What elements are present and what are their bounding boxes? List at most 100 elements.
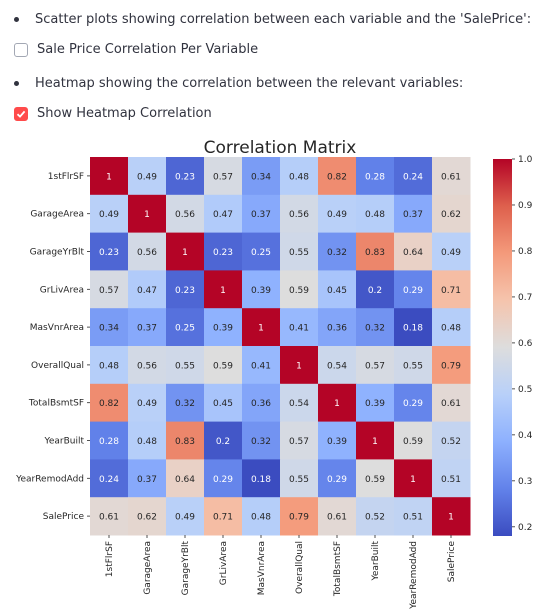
heatmap-cell xyxy=(166,459,205,498)
y-tick-label: YearRemodAdd xyxy=(15,474,84,484)
checkbox-label-sale-price: Sale Price Correlation Per Variable xyxy=(37,42,259,57)
x-tick-label: 1stFlrSF xyxy=(105,541,115,577)
heatmap-cell xyxy=(166,421,205,460)
cell-value-label: 0.56 xyxy=(175,210,195,220)
cell-value-label: 0.47 xyxy=(213,210,233,220)
cell-value-label: 0.59 xyxy=(289,286,309,296)
checkbox-show-heatmap[interactable]: Show Heatmap Correlation xyxy=(14,106,212,121)
cell-value-label: 0.23 xyxy=(99,248,119,258)
cell-value-label: 0.52 xyxy=(441,437,461,447)
heatmap-cell xyxy=(128,383,167,423)
cell-value-label: 0.37 xyxy=(137,475,157,485)
cell-value-label: 0.51 xyxy=(441,475,461,485)
heatmap-cell xyxy=(280,459,319,498)
heatmap-cell xyxy=(204,459,243,498)
heatmap-cell xyxy=(432,270,471,309)
cell-value-label: 0.41 xyxy=(289,324,309,334)
y-tick-label: MasVnrArea xyxy=(30,323,84,333)
heatmap-cell xyxy=(356,421,395,460)
cell-value-label: 0.34 xyxy=(251,172,271,182)
cell-value-label: 1 xyxy=(220,286,226,296)
cell-value-label: 0.52 xyxy=(365,513,385,523)
heatmap-cell xyxy=(204,157,243,196)
cell-value-label: 0.49 xyxy=(99,210,119,220)
y-tick-label: GarageArea xyxy=(30,210,84,220)
heatmap-cell xyxy=(432,383,471,423)
heatmap-cell xyxy=(318,308,357,347)
heatmap-cell xyxy=(204,194,243,234)
cell-value-label: 0.28 xyxy=(365,172,385,182)
colorbar-tick-label: 0.6 xyxy=(518,339,533,349)
heatmap-cell xyxy=(394,346,433,385)
heatmap-svg: Correlation Matrix 1 0.49 0.23 0.57 0.34 0.48 0… xyxy=(15,138,533,610)
heatmap-cell xyxy=(356,459,395,498)
cell-value-label: 0.49 xyxy=(327,210,347,220)
cell-value-label: 0.49 xyxy=(137,172,157,182)
cell-value-label: 0.54 xyxy=(327,361,347,371)
cell-value-label: 0.57 xyxy=(365,361,385,371)
heatmap-cell xyxy=(280,308,319,347)
heatmap-cell xyxy=(242,232,281,271)
cell-value-label: 0.45 xyxy=(327,286,347,296)
cell-value-label: 1 xyxy=(372,437,378,447)
cell-value-label: 0.56 xyxy=(289,210,309,220)
cell-value-label: 0.57 xyxy=(213,172,233,182)
cell-value-label: 0.49 xyxy=(175,513,195,523)
cell-value-label: 1 xyxy=(106,172,112,182)
bullet-text-heatmap: Heatmap showing the correlation between … xyxy=(35,76,464,91)
colorbar-tick-label: 0.8 xyxy=(518,247,533,257)
bullet-item-scatter: Scatter plots showing correlation betwee… xyxy=(12,12,531,27)
heatmap-cell xyxy=(166,194,205,234)
cell-value-label: 1 xyxy=(296,361,302,371)
cell-value-label: 0.64 xyxy=(403,248,423,258)
heatmap-cell xyxy=(90,497,129,536)
x-tick-label: GrLivArea xyxy=(219,541,229,585)
heatmap-cell xyxy=(128,270,167,309)
x-tick-label: GarageArea xyxy=(143,541,153,595)
cell-value-label: 0.37 xyxy=(137,324,157,334)
y-tick-label: GarageYrBlt xyxy=(30,248,85,258)
colorbar-tick-label: 1.0 xyxy=(518,155,533,165)
heatmap-cell xyxy=(90,383,129,423)
heatmap-cell xyxy=(128,232,167,271)
heatmap-cell xyxy=(242,194,281,234)
heatmap-cell xyxy=(394,157,433,196)
cell-value-label: 0.39 xyxy=(251,286,271,296)
checkbox-box[interactable] xyxy=(14,42,28,57)
heatmap-cell xyxy=(90,308,129,347)
chart-title: Correlation Matrix xyxy=(204,138,357,158)
cell-value-label: 0.61 xyxy=(441,399,461,409)
heatmap-cell xyxy=(166,232,205,271)
y-tick-label: SalePrice xyxy=(43,512,85,522)
heatmap-cell xyxy=(318,383,357,423)
heatmap-cell xyxy=(318,459,357,498)
cell-value-label: 0.24 xyxy=(403,172,423,182)
cell-value-label: 0.28 xyxy=(99,437,119,447)
cell-value-label: 0.49 xyxy=(137,399,157,409)
cell-value-label: 1 xyxy=(448,513,454,523)
cell-value-label: 0.32 xyxy=(327,248,347,258)
heatmap-cell xyxy=(90,346,129,385)
heatmap-cell xyxy=(318,346,357,385)
cell-value-label: 0.71 xyxy=(441,286,461,296)
checkbox-sale-price-correlation[interactable]: Sale Price Correlation Per Variable xyxy=(14,42,258,57)
heatmap-cell xyxy=(356,346,395,385)
cell-value-label: 0.34 xyxy=(99,324,119,334)
cell-value-label: 0.71 xyxy=(213,513,233,523)
colorbar xyxy=(493,159,512,536)
cell-value-label: 0.55 xyxy=(175,361,195,371)
heatmap-cell xyxy=(280,497,319,536)
y-tick-label: TotalBsmtSF xyxy=(28,399,84,409)
heatmap-cell xyxy=(356,308,395,347)
heatmap-cell xyxy=(394,459,433,498)
checkbox-box-checked[interactable] xyxy=(14,106,28,121)
heatmap-cell xyxy=(432,308,471,347)
cell-value-label: 0.18 xyxy=(403,324,423,334)
heatmap-cell xyxy=(280,383,319,423)
heatmap-cell xyxy=(242,421,281,460)
cell-value-label: 0.55 xyxy=(289,475,309,485)
cell-value-label: 0.23 xyxy=(175,286,195,296)
bullet-dot xyxy=(14,17,19,22)
cell-value-label: 0.62 xyxy=(137,513,157,523)
heatmap-cell xyxy=(394,270,433,309)
